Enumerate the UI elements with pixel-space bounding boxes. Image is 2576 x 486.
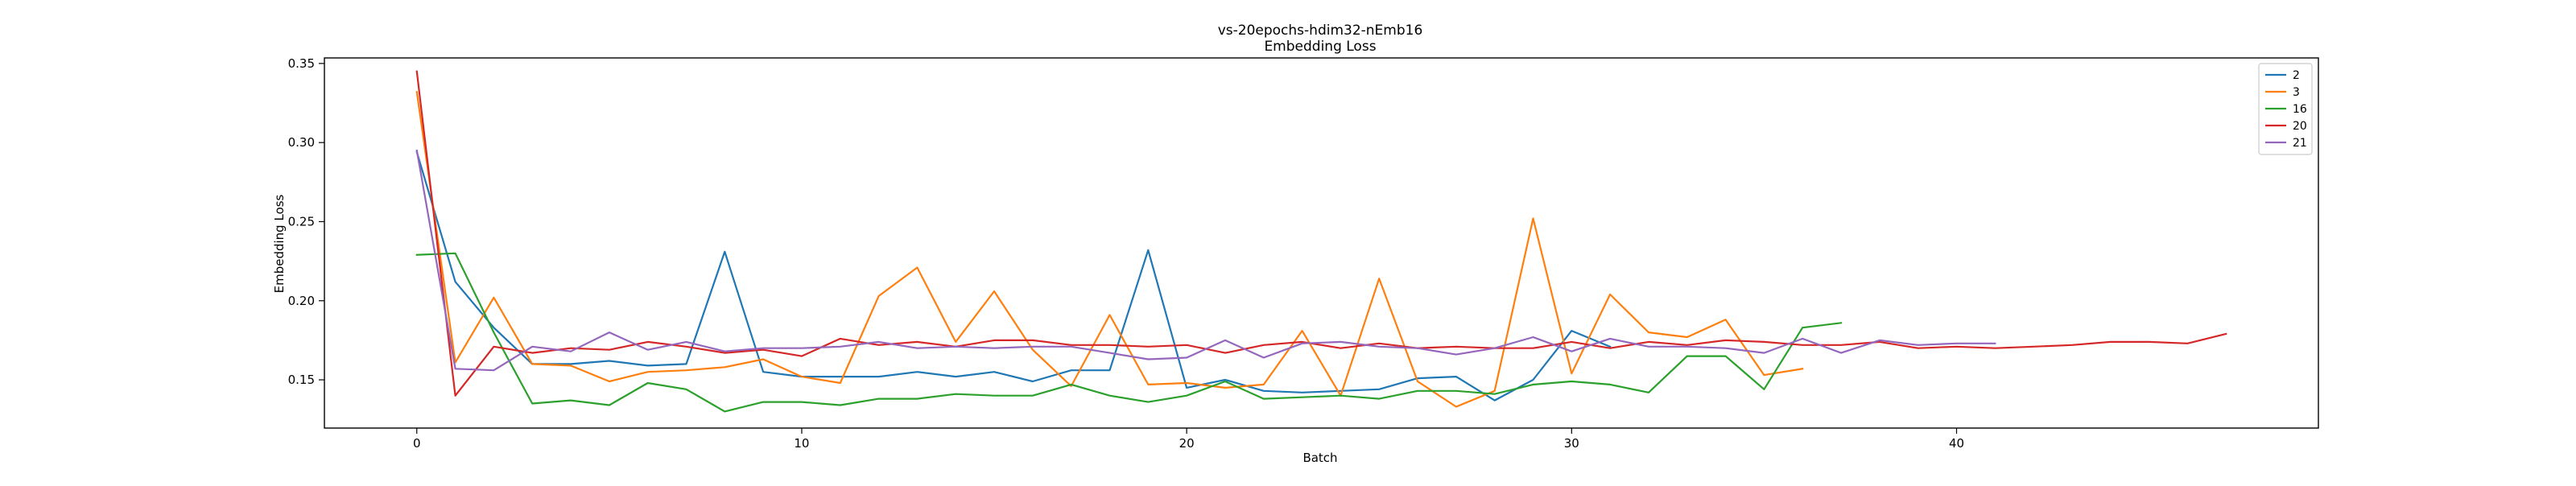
- x-tick-label: 10: [794, 436, 809, 451]
- series-line-3: [415, 91, 1804, 408]
- series-line-2: [415, 150, 1612, 402]
- x-tick-label: 30: [1564, 436, 1579, 451]
- x-tick-label: 20: [1179, 436, 1195, 451]
- legend-label-21: 21: [2293, 137, 2307, 150]
- x-axis-label: Batch: [1302, 451, 1337, 465]
- legend-label-2: 2: [2293, 69, 2300, 82]
- plot-frame: [324, 57, 2319, 429]
- y-tick-label: 0.35: [288, 56, 315, 71]
- y-tick-label: 0.20: [288, 294, 315, 308]
- x-tick-label: 40: [1949, 436, 1964, 451]
- y-tick-label: 0.30: [288, 135, 315, 150]
- legend-label-20: 20: [2293, 120, 2307, 133]
- plot-area: 0 10 20 30 40 0.15 0.20 0.25 0.30 0.35: [288, 56, 2319, 451]
- series-line-16: [415, 252, 1843, 413]
- series-line-21: [415, 149, 1996, 372]
- chart-subtitle: Embedding Loss: [1264, 39, 1376, 55]
- y-tick-label: 0.15: [288, 373, 315, 387]
- legend: 2 3 16 20 21: [2258, 63, 2313, 155]
- y-axis-label: Embedding Loss: [272, 194, 287, 293]
- legend-label-3: 3: [2293, 86, 2300, 99]
- series-line-20: [415, 70, 2227, 397]
- legend-label-16: 16: [2293, 103, 2307, 116]
- x-tick-label: 0: [413, 436, 421, 451]
- chart-title: vs-20epochs-hdim32-nEmb16: [1218, 23, 1423, 39]
- y-tick-label: 0.25: [288, 214, 315, 229]
